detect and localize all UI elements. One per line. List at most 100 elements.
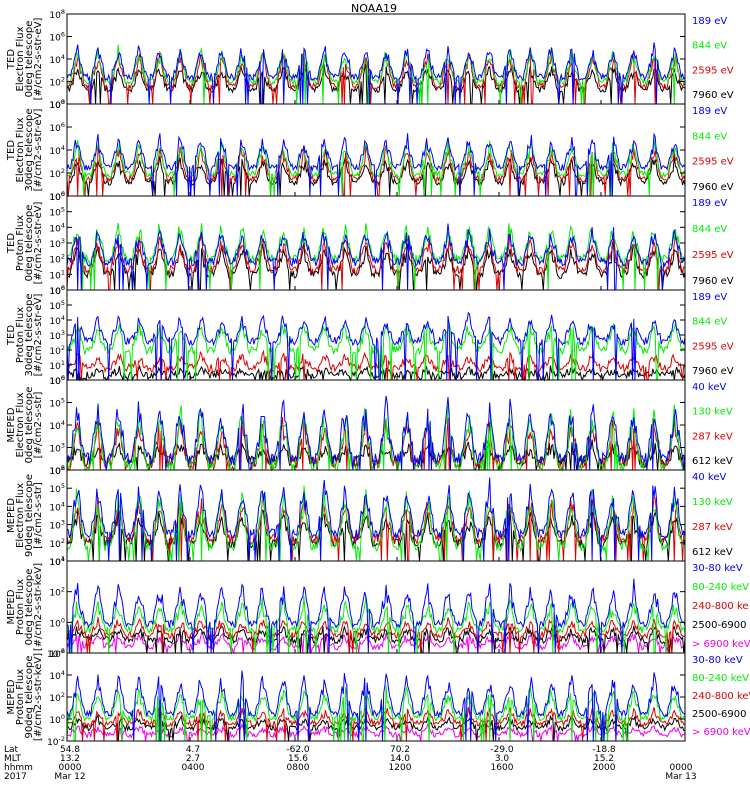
panel-2-legend-3: 7960 eV — [692, 276, 734, 287]
panel-7-ytick-label-4: 106 — [49, 647, 65, 660]
panel-2-ytick-label-5: 105 — [49, 206, 65, 219]
panel-7-ytick-label-2: 102 — [49, 691, 65, 704]
panel-6-ytick-label-0: 10-2 — [47, 647, 65, 660]
panel-3-legend-0: 189 eV — [692, 292, 727, 303]
panel-0-ytick-label-3: 106 — [49, 31, 65, 44]
xaxis-tick-1-lat: 4.7 — [186, 745, 200, 755]
panel-0-ytick-label-0: 100 — [49, 98, 65, 111]
panel-5-ytick-label-0: 101 — [49, 555, 65, 568]
panel-6-legend-2: 240-800 ke — [692, 601, 749, 612]
panel-3-ytick-label-4: 104 — [49, 314, 65, 327]
panel-0-legend-1: 844 eV — [692, 41, 727, 52]
panel-5-ytick-label-3: 104 — [49, 500, 65, 513]
panel-2-ytick-label-2: 102 — [49, 253, 65, 266]
panel-4-ytick-label-0: 102 — [49, 464, 65, 477]
panel-0-ylabel: TEDElectron Flux0deg telescope[#/cm2-s-s… — [6, 18, 44, 101]
panel-0-legend-2: 2595 eV — [692, 65, 734, 76]
panel-6-series-2-line — [66, 617, 686, 654]
panel-3-legend-2: 2595 eV — [692, 341, 734, 352]
xaxis-tick-6-hhmm: 0000 — [670, 763, 693, 773]
xaxis-row-label-0: Lat — [4, 745, 19, 755]
xaxis-tick-1-mlt: 2.7 — [186, 754, 200, 764]
panel-3-traces — [66, 311, 686, 382]
panel-3-ytick-label-5: 105 — [49, 299, 65, 312]
panel-3-ytick-label-0: 100 — [49, 374, 65, 387]
panel-5-legend-0: 40 keV — [692, 472, 726, 483]
panel-6-series-1-line — [66, 625, 686, 654]
panel-5-series-2-line — [66, 485, 686, 562]
panel-1-ytick-label-2: 104 — [49, 144, 65, 157]
xaxis-tick-0-date: Mar 12 — [54, 772, 85, 782]
panel-4-ytick-label-1: 103 — [49, 442, 65, 455]
xaxis-tick-0-hhmm: 0000 — [59, 763, 82, 773]
panel-5-ytick-label-2: 103 — [49, 519, 65, 532]
panel-6-series-0-line — [66, 631, 686, 655]
panel-0-ytick-label-2: 104 — [49, 53, 65, 66]
panel-5-legend-3: 612 keV — [692, 547, 733, 558]
panel-1-ytick-label-0: 100 — [49, 190, 65, 203]
panel-1-legend-2: 2595 eV — [692, 157, 734, 168]
panel-0-series-3-line — [66, 42, 686, 105]
panel-7-legend-3: 2500-6900 — [692, 709, 747, 720]
xaxis-tick-2-mlt: 15.6 — [288, 754, 308, 764]
panel-4-traces — [66, 395, 686, 472]
panel-4-ytick-label-4: 106 — [49, 374, 65, 387]
panel-7-ytick-label-3: 104 — [49, 669, 65, 682]
panel-0-ytick-label-4: 108 — [49, 8, 65, 21]
panel-1-series-3-line — [66, 132, 686, 197]
panel-6-series-4-line — [66, 578, 686, 654]
panel-2-legend-0: 189 eV — [692, 198, 727, 209]
panel-5-series-3-line — [66, 477, 686, 562]
panel-2-ytick-label-1: 101 — [49, 268, 65, 281]
panel-0-ytick-label-1: 102 — [49, 76, 65, 89]
xaxis-row-label-3: 2017 — [4, 772, 27, 782]
panel-2-ytick-label-3: 103 — [49, 237, 65, 250]
panel-7-series-3-line — [66, 685, 686, 742]
panel-7-ytick-label-1: 100 — [49, 713, 65, 726]
panel-7-traces — [66, 670, 686, 742]
panel-5-ytick-label-1: 102 — [49, 537, 65, 550]
xaxis-tick-4-mlt: 3.0 — [495, 754, 510, 764]
panel-4-legend-1: 130 keV — [692, 407, 733, 418]
xaxis-tick-0-mlt: 13.2 — [60, 754, 80, 764]
panel-5-ytick-label-5: 106 — [49, 464, 65, 477]
panel-1-ytick-label-1: 102 — [49, 167, 65, 180]
xaxis-row-label-2: hhmm — [4, 763, 33, 773]
xaxis-tick-2-lat: -62.0 — [286, 745, 310, 755]
panel-4-series-2-line — [66, 403, 686, 472]
panel-4-legend-2: 287 keV — [692, 431, 733, 442]
panel-5-traces — [66, 477, 686, 562]
xaxis-tick-6-date: Mar 13 — [665, 772, 696, 782]
panel-2-ytick-label-4: 104 — [49, 221, 65, 234]
panel-6-traces — [66, 578, 686, 655]
panel-4-legend-3: 612 keV — [692, 456, 733, 467]
xaxis-tick-1-hhmm: 0400 — [182, 763, 205, 773]
panel-0-legend-0: 189 eV — [692, 16, 727, 27]
panel-5-ytick-label-4: 105 — [49, 482, 65, 495]
panel-3-ytick-label-6: 106 — [49, 284, 65, 297]
panel-6-legend-1: 80-240 keV — [692, 582, 749, 593]
panel-2-ytick-label-6: 106 — [49, 190, 65, 203]
panel-1-legend-1: 844 eV — [692, 131, 727, 142]
panel-4-ylabel: MEPEDElectron Flux0deg telescope[#/cm2-s… — [6, 387, 44, 464]
panel-7-legend-0: 30-80 keV — [692, 655, 743, 666]
panel-4-legend-0: 40 keV — [692, 382, 726, 393]
panel-6-legend-3: 2500-6900 — [692, 620, 747, 631]
panel-7-legend-2: 240-800 keV — [692, 691, 750, 702]
panel-2-ylabel: TEDProton Flux0deg telescope[#/cm2-s-str… — [6, 202, 44, 285]
panel-2-legend-1: 844 eV — [692, 224, 727, 235]
panel-1-ytick-label-3: 106 — [49, 121, 65, 134]
panel-3-ytick-label-3: 103 — [49, 329, 65, 342]
panel-6-ytick-label-2: 102 — [49, 586, 65, 599]
panel-7-ylabel: MEPEDProton Flux90deg telescope[#/cm2-s-… — [6, 653, 44, 741]
xaxis-tick-0-lat: 54.8 — [60, 745, 80, 755]
figure-title: NOAA19 — [351, 2, 397, 15]
xaxis-tick-5-hhmm: 2000 — [593, 763, 616, 773]
xaxis-tick-5-lat: -18.8 — [592, 745, 616, 755]
panel-3-ytick-label-1: 101 — [49, 359, 65, 372]
panel-4-series-3-line — [66, 395, 686, 471]
panel-6-ytick-label-3: 104 — [49, 555, 65, 568]
panel-0-legend-3: 7960 eV — [692, 90, 734, 101]
panel-2-legend-2: 2595 eV — [692, 250, 734, 261]
